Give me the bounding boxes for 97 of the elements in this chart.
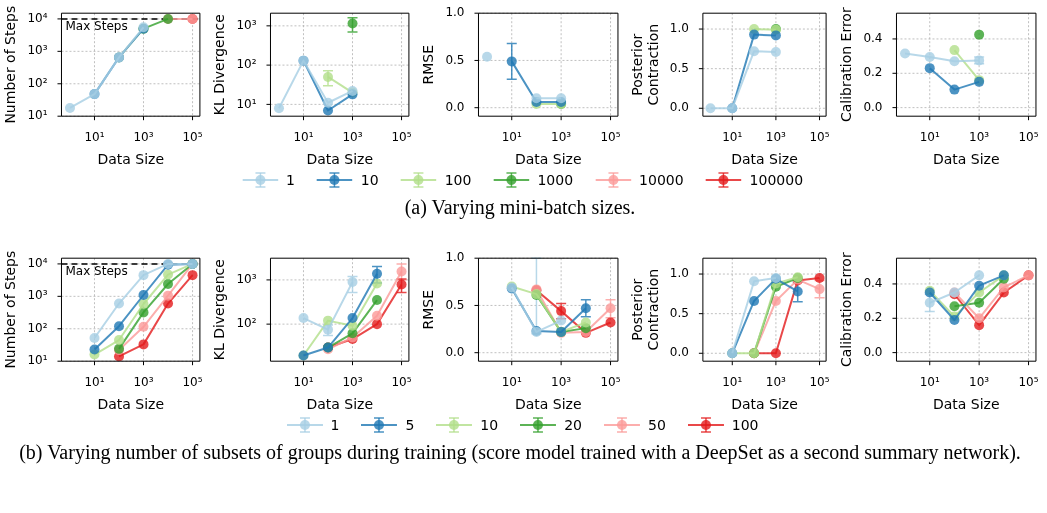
- legend-label: 100: [444, 172, 472, 188]
- y-tick-label: 0.0: [445, 99, 465, 114]
- y-tick-label: 10¹: [236, 96, 257, 111]
- x-tick-label: 10¹: [84, 129, 105, 144]
- y-tick-label: 10³: [27, 288, 48, 303]
- y-tick-label: 0.5: [669, 60, 689, 75]
- x-tick-label: 10³: [342, 374, 363, 389]
- x-tick-label: 10⁵: [182, 374, 203, 389]
- x-tick-label: 10⁵: [182, 129, 203, 144]
- legend-label: 100000: [749, 172, 804, 188]
- y-tick-label: 10¹: [27, 108, 48, 123]
- x-tick-label: 10³: [551, 129, 572, 144]
- x-tick-label: 10¹: [722, 374, 743, 389]
- x-axis-title: Data Size: [97, 150, 165, 167]
- legend-label: 10: [360, 172, 379, 188]
- legend-label: 1000: [537, 172, 574, 188]
- y-tick-label: 0.0: [445, 344, 465, 359]
- x-tick-label: 10⁵: [391, 129, 412, 144]
- y-tick-label: 10⁴: [27, 256, 48, 271]
- text: (a) Varying mini-batch sizes.: [403, 196, 637, 219]
- y-tick-label: 10³: [27, 43, 48, 58]
- y-axis-title: Posterior Contraction: [629, 268, 661, 351]
- y-tick-label: 1.0: [669, 21, 689, 36]
- y-tick-label: 0.0: [669, 100, 689, 115]
- x-axis-title: Data Size: [932, 150, 1000, 167]
- y-axis-title: Posterior Contraction: [629, 23, 661, 106]
- x-tick-label: 10¹: [293, 374, 314, 389]
- y-tick-label: 10³: [236, 272, 257, 287]
- x-tick-label: 10³: [969, 129, 990, 144]
- x-tick-label: 10¹: [919, 374, 940, 389]
- x-tick-label: 10³: [765, 129, 787, 144]
- y-tick-label: 10²: [236, 316, 257, 331]
- y-tick-label: 10²: [27, 75, 48, 90]
- y-tick-label: 1.0: [445, 5, 465, 20]
- y-tick-label: 0.4: [863, 276, 883, 291]
- x-tick-label: 10¹: [722, 129, 743, 144]
- x-tick-label: 10³: [765, 374, 787, 389]
- x-axis-title: Data Size: [731, 150, 798, 167]
- y-axis-title: Calibration Error: [838, 252, 855, 368]
- x-tick-label: 10¹: [501, 374, 522, 389]
- y-tick-label: 0.2: [863, 65, 883, 80]
- y-tick-label: 10³: [236, 17, 257, 32]
- y-tick-label: 0.0: [863, 99, 883, 114]
- legend-label: 5: [405, 417, 415, 433]
- y-tick-label: 0.5: [445, 297, 465, 312]
- x-tick-label: 10³: [551, 374, 572, 389]
- y-tick-label: 10²: [236, 57, 257, 72]
- x-tick-label: 10¹: [293, 129, 314, 144]
- y-tick-label: 0.5: [445, 52, 465, 67]
- x-tick-label: 10⁵: [809, 129, 830, 144]
- legend-label: 50: [647, 417, 666, 433]
- y-tick-label: 0.5: [669, 305, 689, 320]
- y-tick-label: 0.4: [863, 31, 883, 46]
- y-tick-label: 10⁴: [27, 11, 48, 26]
- x-axis-title: Data Size: [306, 150, 374, 167]
- y-axis-title: Number of Steps: [2, 250, 19, 369]
- legend-label: 10: [480, 417, 499, 433]
- x-tick-label: 10⁵: [1018, 129, 1039, 144]
- legend-label: 100: [731, 417, 759, 433]
- y-axis-title: KL Divergence: [211, 14, 228, 116]
- x-axis-title: Data Size: [932, 395, 1000, 412]
- legend-label: 10000: [639, 172, 684, 188]
- legend-label: 1: [330, 417, 340, 433]
- x-tick-label: 10¹: [919, 129, 940, 144]
- ref-line-label: Max Steps: [65, 264, 128, 279]
- x-axis-title: Data Size: [514, 150, 582, 167]
- x-tick-label: 10¹: [84, 374, 105, 389]
- x-tick-label: 10³: [133, 129, 154, 144]
- y-axis-title: Calibration Error: [838, 7, 855, 123]
- legend-label: 20: [564, 417, 582, 433]
- x-axis-title: Data Size: [97, 395, 165, 412]
- x-tick-label: 10³: [342, 129, 363, 144]
- x-axis-title: Data Size: [731, 395, 798, 412]
- y-axis-title: RMSE: [420, 44, 437, 85]
- y-tick-label: 0.2: [863, 310, 883, 325]
- y-tick-label: 0.0: [669, 345, 689, 360]
- x-tick-label: 10⁵: [391, 374, 412, 389]
- x-tick-label: 10⁵: [600, 374, 621, 389]
- y-axis-title: RMSE: [420, 289, 437, 330]
- x-axis-title: Data Size: [306, 395, 374, 412]
- x-axis-title: Data Size: [514, 395, 582, 412]
- legend-label: 1: [285, 172, 295, 188]
- x-tick-label: 10⁵: [1018, 374, 1039, 389]
- x-tick-label: 10³: [969, 374, 990, 389]
- y-axis-title: KL Divergence: [211, 259, 228, 361]
- y-tick-label: 1.0: [445, 250, 465, 265]
- y-tick-label: 1.0: [669, 266, 689, 281]
- x-tick-label: 10⁵: [600, 129, 621, 144]
- y-tick-label: 0.0: [863, 344, 883, 359]
- x-tick-label: 10⁵: [809, 374, 830, 389]
- text: (b) Varying number of subsets of groups during training (score model trained with a DeepSet as a second summary network).: [18, 441, 1022, 464]
- y-tick-label: 10¹: [27, 353, 48, 368]
- y-tick-label: 10²: [27, 320, 48, 335]
- x-tick-label: 10³: [133, 374, 154, 389]
- x-tick-label: 10¹: [501, 129, 522, 144]
- ref-line-label: Max Steps: [65, 19, 128, 34]
- y-axis-title: Number of Steps: [2, 5, 19, 124]
